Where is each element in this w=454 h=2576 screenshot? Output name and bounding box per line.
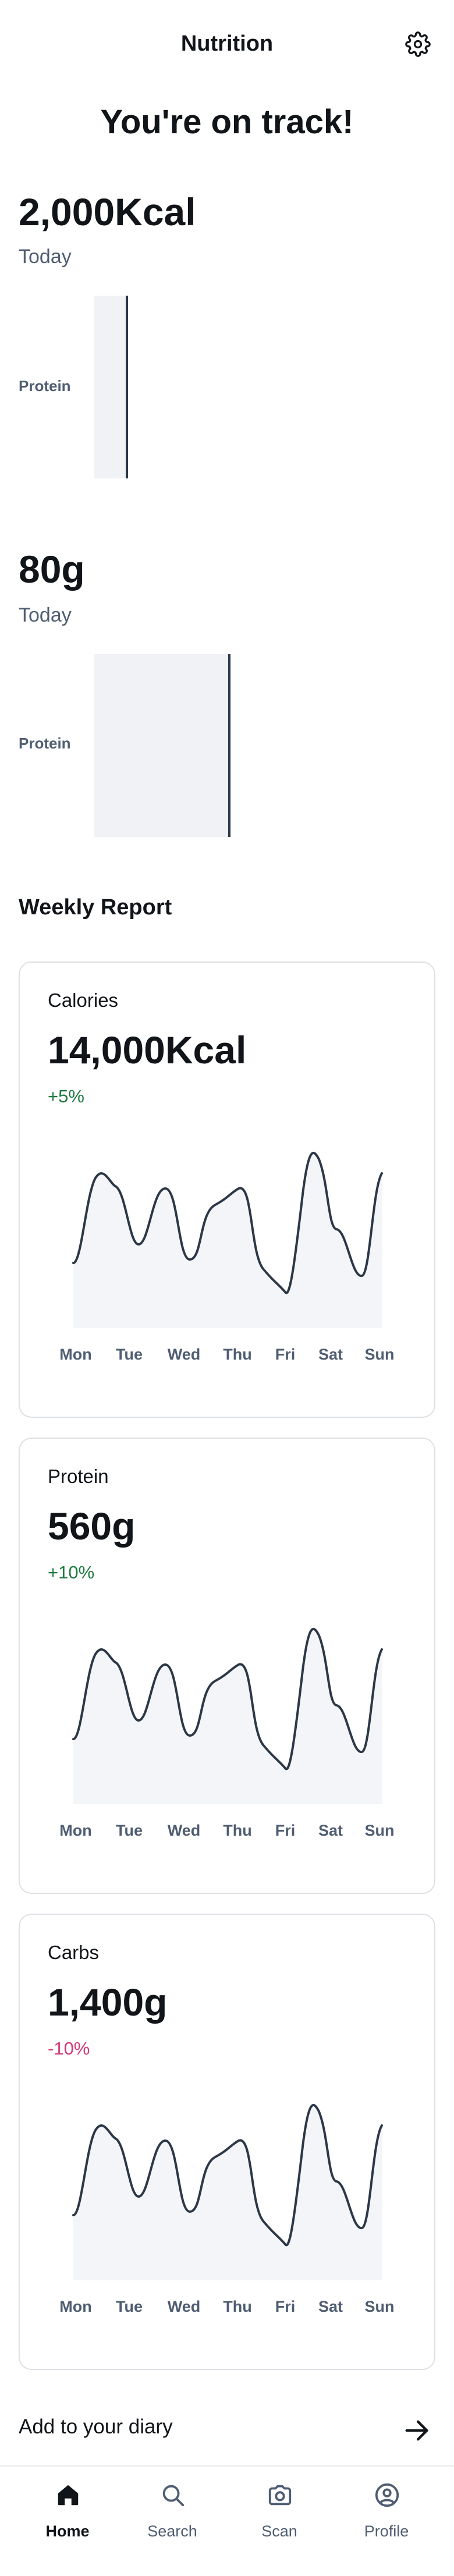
day-label: Sat [318,2298,343,2315]
card-label: Protein [48,1466,109,1487]
protein-report-card[interactable]: Protein 560g +10% Mon Tue Wed Thu Fri Sa… [19,1438,435,1894]
protein-today-period: Today [19,604,72,626]
day-label: Fri [275,2298,296,2315]
day-label: Sun [364,1822,395,1839]
nav-profile[interactable]: Profile [346,2482,427,2563]
day-label: Sat [318,1346,343,1363]
nav-search[interactable]: Search [132,2482,213,2563]
card-change: +10% [48,1562,95,1582]
day-label: Tue [116,1822,143,1839]
camera-icon [268,2485,292,2506]
day-label: Sat [318,1822,343,1839]
card-change: -10% [48,2038,90,2059]
arrow-right-icon[interactable] [402,2415,432,2446]
search-icon [162,2485,185,2507]
day-label: Mon [59,2298,92,2315]
page-title: Nutrition [180,31,274,56]
day-label: Wed [167,2298,201,2315]
day-label: Sun [364,1346,395,1363]
day-label: Thu [223,1346,252,1363]
calories-today-period: Today [19,246,72,268]
protein-progress-bar [94,654,230,837]
nav-label: Home [45,2522,90,2540]
carbs-report-card[interactable]: Carbs 1,400g -10% Mon Tue Wed Thu Fri Sa… [19,1914,435,2370]
protein-bar-label: Protein [19,735,71,752]
add-to-diary-row[interactable]: Add to your diary [0,2398,454,2462]
calories-progress-bar [94,296,128,478]
weekly-trend-chart [72,1152,383,1328]
calories-bar-label: Protein [19,377,71,395]
day-label: Wed [167,1346,201,1363]
weekly-report-title: Weekly Report [19,895,172,920]
profile-icon [375,2483,399,2507]
day-label: Thu [223,2298,252,2315]
card-label: Calories [48,989,119,1011]
add-to-diary-label: Add to your diary [19,2415,173,2438]
app-header: Nutrition [0,0,454,93]
card-change: +5% [48,1086,84,1106]
day-label: Tue [116,2298,143,2315]
weekly-trend-chart [72,2104,383,2280]
day-labels: Mon Tue Wed Thu Fri Sat Sun [48,1346,409,1369]
home-icon [58,2485,79,2506]
calories-report-card[interactable]: Calories 14,000Kcal +5% Mon Tue Wed Thu … [19,961,435,1418]
calories-today-value: 2,000Kcal [19,190,196,233]
day-label: Thu [223,1822,252,1839]
nav-label: Search [147,2522,197,2540]
gear-icon[interactable] [404,30,432,58]
card-value: 14,000Kcal [48,1028,247,1071]
day-label: Mon [59,1822,92,1839]
protein-today-value: 80g [19,548,85,591]
card-label: Carbs [48,1942,100,1963]
weekly-trend-chart [72,1628,383,1804]
card-value: 1,400g [48,1981,168,2024]
status-headline: You're on track! [100,103,354,141]
day-label: Tue [116,1346,143,1363]
nav-label: Profile [364,2522,409,2540]
nav-home[interactable]: Home [27,2482,108,2563]
day-label: Wed [167,1822,201,1839]
nav-scan[interactable]: Scan [239,2482,320,2563]
bottom-nav: Home Search Scan Profile [0,2465,454,2576]
day-labels: Mon Tue Wed Thu Fri Sat Sun [48,2298,409,2321]
day-label: Fri [275,1822,296,1839]
card-value: 560g [48,1505,136,1548]
day-label: Mon [59,1346,92,1363]
day-label: Sun [364,2298,395,2315]
day-label: Fri [275,1346,296,1363]
nav-label: Scan [261,2522,297,2540]
day-labels: Mon Tue Wed Thu Fri Sat Sun [48,1822,409,1845]
